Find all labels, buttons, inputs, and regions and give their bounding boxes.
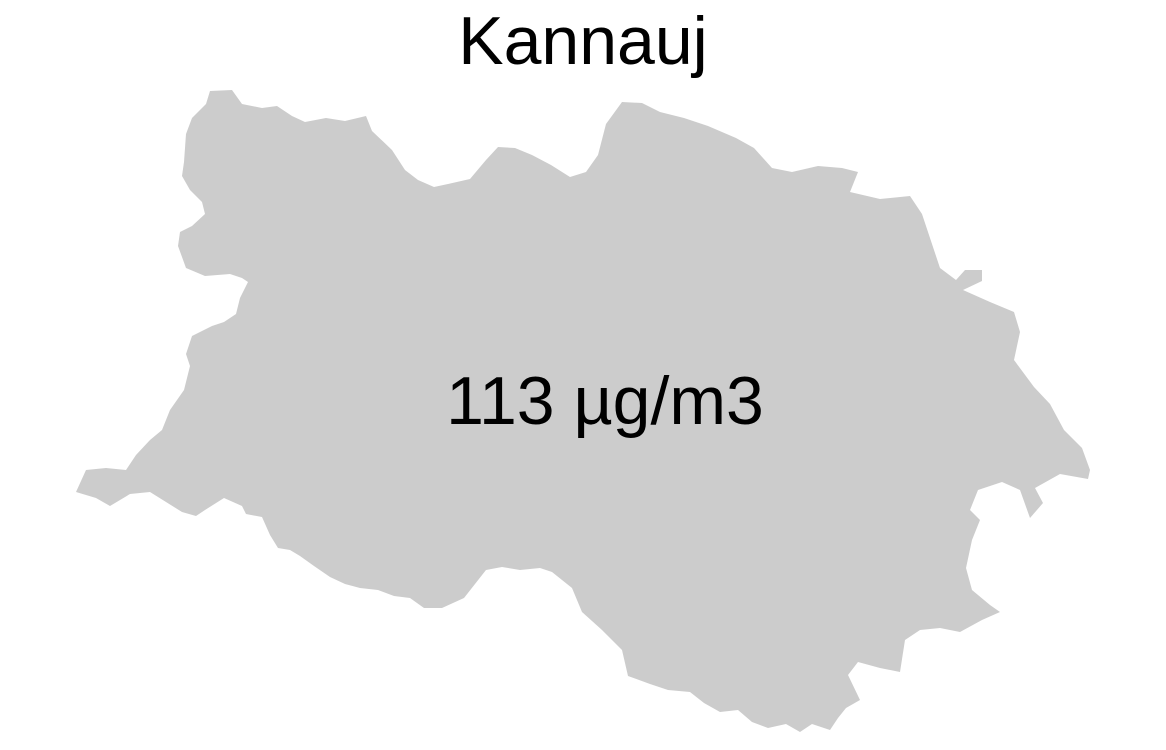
map-value-label: 113 µg/m3 (446, 363, 764, 439)
district-region-kannauj (76, 90, 1090, 732)
map-title: Kannauj (458, 3, 708, 79)
